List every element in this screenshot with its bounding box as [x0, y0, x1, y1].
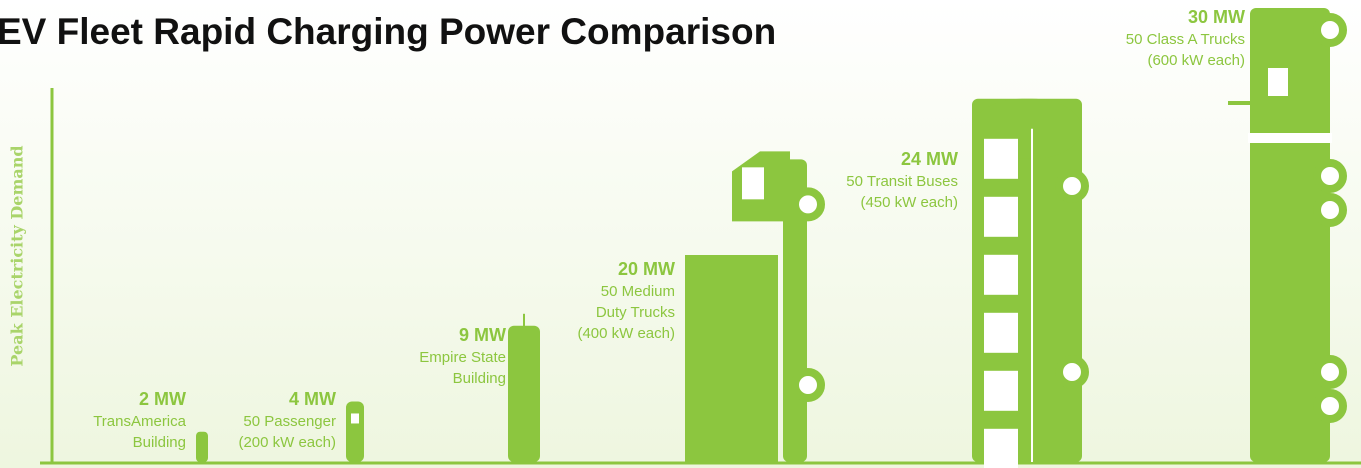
truck-box [685, 255, 778, 462]
category-label: Building [133, 434, 186, 451]
wheel [1317, 359, 1343, 385]
chart: EV Fleet Rapid Charging Power Comparison… [0, 0, 1361, 468]
chart-title: EV Fleet Rapid Charging Power Comparison [0, 11, 776, 52]
value-label: 2 MW [139, 389, 186, 409]
category-label: (450 kW each) [860, 194, 958, 211]
category-label: Empire State [419, 349, 506, 366]
pictogram-bar [196, 432, 208, 462]
bus-window [984, 313, 1018, 353]
wheel [795, 191, 821, 217]
wheel [1317, 17, 1343, 43]
category-label: Duty Trucks [596, 304, 675, 321]
wheel [795, 372, 821, 398]
pictogram-bar [1250, 8, 1330, 462]
wheel [1059, 173, 1085, 199]
value-label: 20 MW [618, 259, 675, 279]
y-axis-label: Peak Electricity Demand [8, 145, 27, 366]
category-label: 50 Transit Buses [846, 173, 958, 190]
value-label: 9 MW [459, 325, 506, 345]
wheel [1317, 197, 1343, 223]
category-label: 50 Medium [601, 283, 675, 300]
value-label: 24 MW [901, 149, 958, 169]
category-label: (600 kW each) [1147, 52, 1245, 69]
category-label: (200 kW each) [238, 434, 336, 451]
bus-window [984, 255, 1018, 295]
wheel [1059, 359, 1085, 385]
window [351, 413, 359, 423]
bus-window [984, 197, 1018, 237]
mirror [1228, 101, 1253, 105]
cab-window [742, 167, 764, 199]
category-label: 50 Passenger [243, 413, 336, 430]
bus-window [984, 429, 1018, 468]
bus-window [984, 371, 1018, 411]
value-label: 4 MW [289, 389, 336, 409]
spire [523, 314, 525, 328]
value-label: 30 MW [1188, 7, 1245, 27]
background [0, 0, 1361, 468]
wheel [1317, 163, 1343, 189]
cab-gap [1248, 133, 1332, 143]
cab-window [1268, 68, 1288, 96]
pictogram-bar [508, 326, 540, 462]
category-label: TransAmerica [93, 413, 186, 430]
category-label: Building [453, 370, 506, 387]
category-label: 50 Class A Trucks [1126, 31, 1245, 48]
wheel [1317, 393, 1343, 419]
category-label: (400 kW each) [577, 325, 675, 342]
pictogram-bar [346, 401, 364, 462]
bus-window [984, 139, 1018, 179]
